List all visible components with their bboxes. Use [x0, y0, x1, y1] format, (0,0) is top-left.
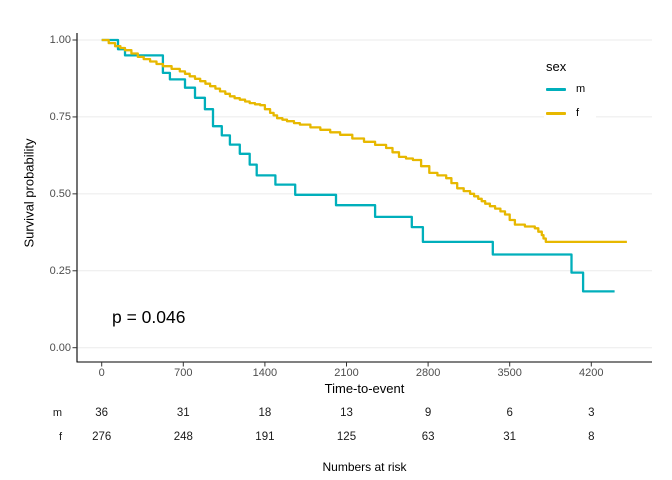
x-tick-label: 1400 — [252, 367, 278, 379]
y-tick-label: 0.00 — [49, 341, 71, 354]
risk-row-values-f: 276 248 191 125 63 31 8 — [0, 431, 672, 445]
x-axis-title: Time-to-event — [324, 381, 405, 396]
p-value-annotation: p = 0.046 — [112, 307, 186, 327]
y-tick-label: 0.50 — [49, 187, 71, 200]
legend-item-f: f — [546, 106, 579, 120]
risk-value: 3 — [588, 407, 595, 419]
x-tick-label: 4200 — [579, 367, 604, 379]
survival-curve-m — [101, 38, 615, 293]
legend-key-line-f — [546, 111, 566, 115]
risk-value: 125 — [336, 431, 357, 443]
risk-value: 13 — [340, 407, 353, 419]
x-tick-label: 0 — [98, 367, 105, 379]
risk-table-caption: Numbers at risk — [322, 460, 407, 474]
risk-value: 9 — [424, 407, 432, 419]
risk-value: 18 — [258, 407, 272, 419]
risk-value: 31 — [176, 407, 190, 419]
y-axis-title: Survival probability — [21, 138, 37, 248]
legend-title: sex — [546, 59, 567, 74]
survival-curve-f — [101, 38, 627, 244]
risk-value: 248 — [173, 431, 193, 443]
y-axis-tick-labels: 0.00 0.25 0.50 0.75 1.00 — [39, 0, 71, 390]
y-tick-label: 0.25 — [49, 264, 71, 277]
risk-value: 8 — [588, 431, 595, 443]
risk-value: 276 — [92, 431, 112, 443]
y-tick-label: 0.75 — [49, 110, 71, 123]
risk-value: 36 — [95, 407, 109, 419]
y-tick-label: 1.00 — [49, 34, 71, 46]
risk-value: 6 — [506, 407, 513, 419]
x-tick-label: 700 — [174, 367, 193, 379]
x-tick-label: 3500 — [497, 367, 522, 379]
legend-label-m: m — [576, 83, 586, 95]
x-axis-tick-labels: 0 700 1400 2100 2800 3500 4200 — [0, 367, 672, 380]
risk-row-values-m: 36 31 18 13 9 6 3 — [0, 407, 672, 421]
risk-value: 63 — [421, 431, 435, 443]
risk-row-label-m: m — [52, 407, 62, 419]
x-tick-label: 2100 — [334, 367, 359, 379]
risk-row-label-f: f — [58, 431, 62, 443]
x-tick-label: 2800 — [415, 367, 441, 379]
risk-value: 31 — [503, 431, 517, 443]
legend-key-line-m — [546, 87, 566, 91]
legend: sex m f — [544, 59, 596, 129]
legend-label-f: f — [576, 107, 580, 119]
legend-item-m: m — [546, 82, 585, 96]
risk-value: 191 — [255, 431, 275, 443]
